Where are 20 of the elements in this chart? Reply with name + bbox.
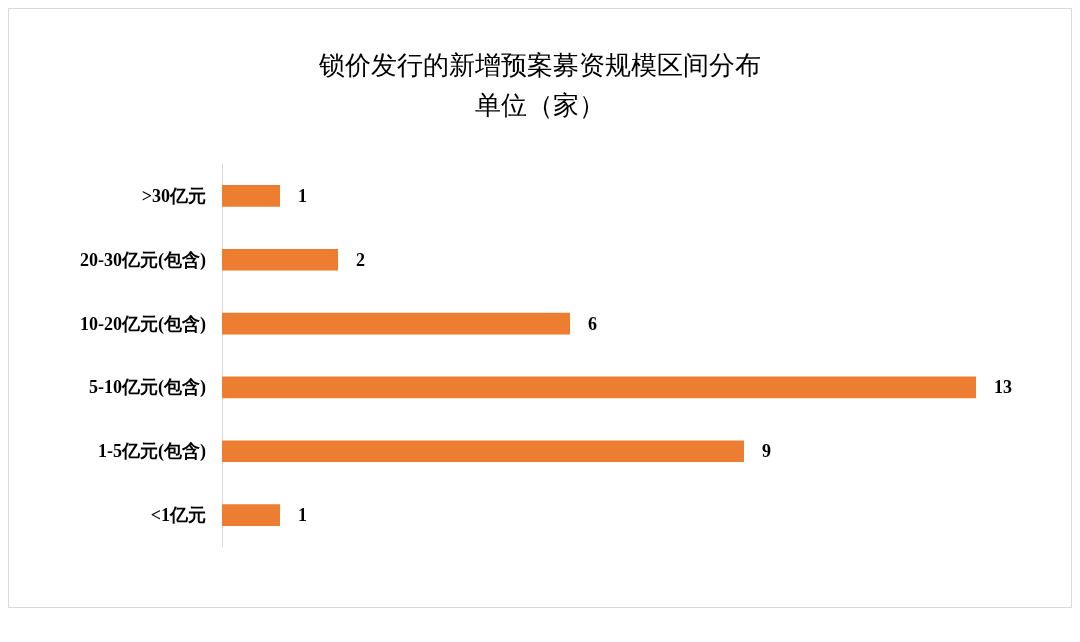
data-label: 1	[298, 505, 307, 526]
y-tick-label: <1亿元	[150, 505, 206, 526]
y-tick-label: 20-30亿元(包含)	[80, 249, 206, 271]
bar	[222, 185, 280, 207]
data-label: 9	[762, 441, 771, 462]
data-label: 2	[356, 249, 365, 270]
chart-subtitle: 单位（家）	[475, 90, 605, 120]
data-label: 1	[298, 185, 307, 206]
y-tick-label: >30亿元	[141, 185, 206, 206]
bar	[222, 440, 744, 463]
y-tick-label: 5-10亿元(包含)	[89, 377, 206, 399]
data-label: 13	[994, 377, 1012, 398]
bar	[222, 376, 976, 399]
bar	[222, 504, 280, 526]
y-tick-label: 1-5亿元(包含)	[98, 441, 206, 463]
chart-title: 锁价发行的新增预案募资规模区间分布	[318, 50, 761, 80]
bar	[222, 248, 338, 271]
bar	[222, 312, 570, 335]
y-tick-label: 10-20亿元(包含)	[80, 313, 206, 335]
data-label: 6	[588, 313, 597, 334]
